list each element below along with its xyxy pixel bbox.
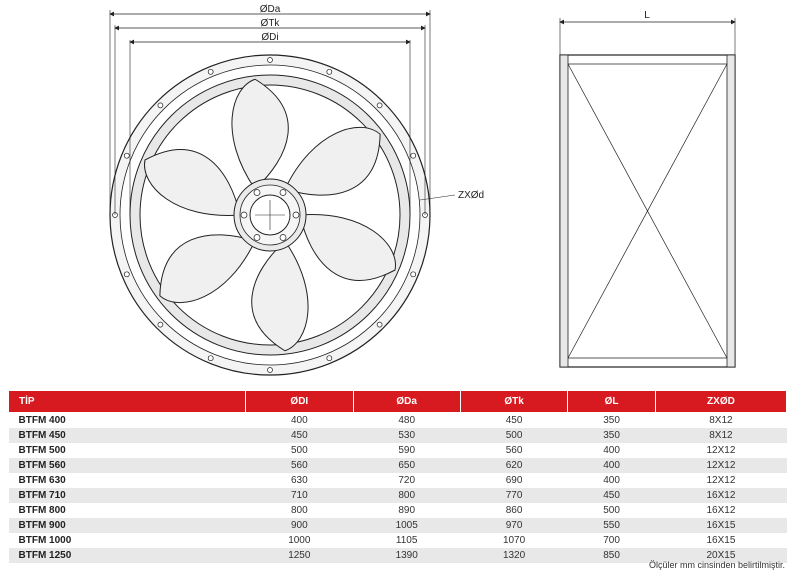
table-cell: 500 <box>460 428 567 443</box>
table-row: BTFM 900900100597055016X15 <box>9 518 787 533</box>
table-cell: 890 <box>353 503 460 518</box>
table-cell: BTFM 1250 <box>9 548 246 563</box>
table-row: BTFM 100010001105107070016X15 <box>9 533 787 548</box>
table-cell: 630 <box>246 473 353 488</box>
table-cell: BTFM 900 <box>9 518 246 533</box>
table-cell: 1390 <box>353 548 460 563</box>
table-cell: 770 <box>460 488 567 503</box>
table-row: BTFM 50050059056040012X12 <box>9 443 787 458</box>
table-cell: 16X12 <box>655 503 786 518</box>
table-cell: 16X15 <box>655 518 786 533</box>
table-cell: 560 <box>460 443 567 458</box>
col-header: ØL <box>568 391 656 413</box>
technical-drawing: ØDa ØTk ØDi ZXØd L <box>0 0 795 380</box>
table-cell: 1070 <box>460 533 567 548</box>
table-cell: 710 <box>246 488 353 503</box>
table-cell: 1005 <box>353 518 460 533</box>
table-cell: 8X12 <box>655 413 786 429</box>
table-cell: 12X12 <box>655 458 786 473</box>
table-cell: 720 <box>353 473 460 488</box>
col-header: ØTk <box>460 391 567 413</box>
table-cell: 560 <box>246 458 353 473</box>
table-cell: 650 <box>353 458 460 473</box>
table-cell: BTFM 560 <box>9 458 246 473</box>
table-cell: 900 <box>246 518 353 533</box>
table-cell: 400 <box>568 473 656 488</box>
table-cell: 350 <box>568 428 656 443</box>
table-cell: BTFM 450 <box>9 428 246 443</box>
table-cell: 400 <box>568 443 656 458</box>
table-cell: 480 <box>353 413 460 429</box>
footnote: Ölçüler mm cinsinden belirtilmiştir. <box>649 560 785 570</box>
table-row: BTFM 71071080077045016X12 <box>9 488 787 503</box>
table-cell: 1320 <box>460 548 567 563</box>
table-cell: 1250 <box>246 548 353 563</box>
table-cell: 970 <box>460 518 567 533</box>
table-cell: BTFM 800 <box>9 503 246 518</box>
col-header: ZXØD <box>655 391 786 413</box>
table-cell: 550 <box>568 518 656 533</box>
table-cell: BTFM 710 <box>9 488 246 503</box>
table-cell: 450 <box>568 488 656 503</box>
table-cell: 450 <box>460 413 567 429</box>
table-cell: 16X15 <box>655 533 786 548</box>
table-cell: 500 <box>246 443 353 458</box>
table-cell: 400 <box>246 413 353 429</box>
table-cell: 12X12 <box>655 473 786 488</box>
table-row: BTFM 80080089086050016X12 <box>9 503 787 518</box>
table-cell: BTFM 400 <box>9 413 246 429</box>
table-cell: 1000 <box>246 533 353 548</box>
label-da: ØDa <box>260 4 281 15</box>
col-header: TİP <box>9 391 246 413</box>
table-cell: 800 <box>353 488 460 503</box>
col-header: ØDa <box>353 391 460 413</box>
table-cell: 1105 <box>353 533 460 548</box>
table-cell: 590 <box>353 443 460 458</box>
table-cell: 450 <box>246 428 353 443</box>
label-tk: ØTk <box>261 18 281 29</box>
table-cell: 8X12 <box>655 428 786 443</box>
table-cell: 400 <box>568 458 656 473</box>
dimensions-table: TİPØDIØDaØTkØLZXØD BTFM 4004004804503508… <box>8 390 787 563</box>
label-di: ØDi <box>261 32 278 43</box>
table-row: BTFM 63063072069040012X12 <box>9 473 787 488</box>
table-cell: 620 <box>460 458 567 473</box>
table-cell: 16X12 <box>655 488 786 503</box>
table-cell: 500 <box>568 503 656 518</box>
table-cell: 800 <box>246 503 353 518</box>
table-cell: BTFM 500 <box>9 443 246 458</box>
col-header: ØDI <box>246 391 353 413</box>
table-cell: 530 <box>353 428 460 443</box>
table-cell: 700 <box>568 533 656 548</box>
table-row: BTFM 4504505305003508X12 <box>9 428 787 443</box>
table-row: BTFM 56056065062040012X12 <box>9 458 787 473</box>
table-row: BTFM 4004004804503508X12 <box>9 413 787 429</box>
label-l: L <box>644 10 650 21</box>
table-cell: 350 <box>568 413 656 429</box>
table-cell: 12X12 <box>655 443 786 458</box>
drawing-svg: ØDa ØTk ØDi ZXØd L <box>0 0 795 380</box>
dimensions-table-wrap: TİPØDIØDaØTkØLZXØD BTFM 4004004804503508… <box>8 390 787 563</box>
table-cell: 690 <box>460 473 567 488</box>
table-cell: 850 <box>568 548 656 563</box>
table-cell: 860 <box>460 503 567 518</box>
label-zxd: ZXØd <box>458 190 484 201</box>
table-cell: BTFM 630 <box>9 473 246 488</box>
table-cell: BTFM 1000 <box>9 533 246 548</box>
